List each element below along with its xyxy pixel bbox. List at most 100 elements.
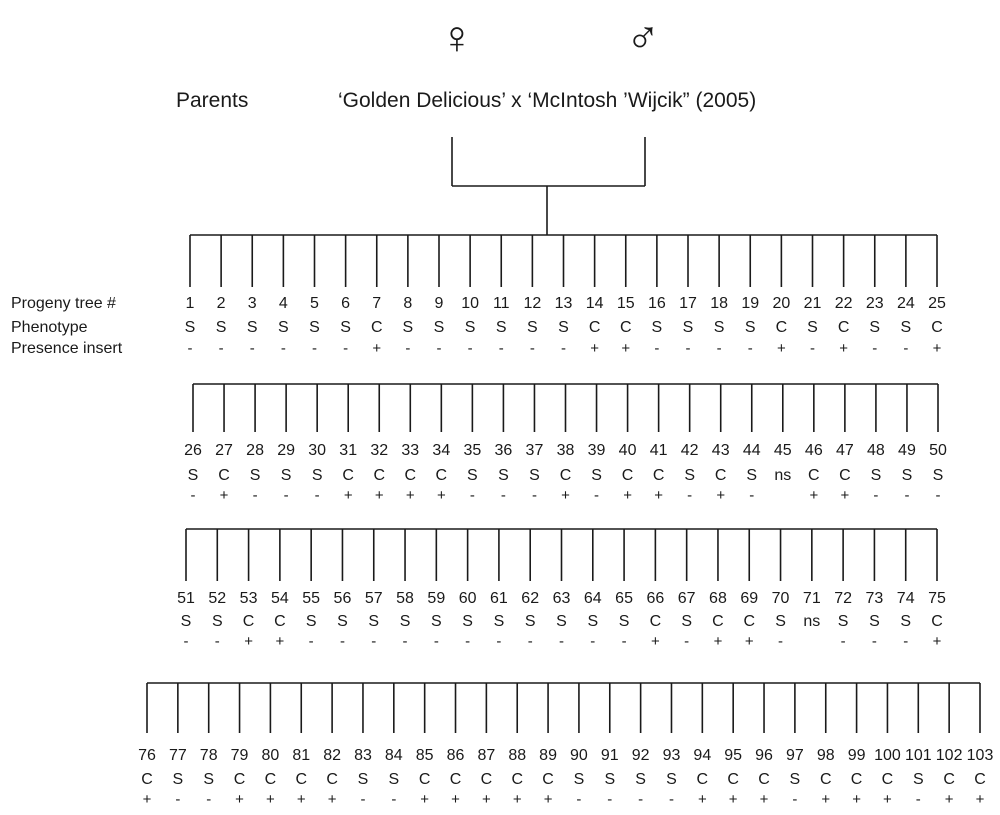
insert-presence-value: -: [470, 487, 475, 504]
insert-presence-value: +: [482, 791, 491, 808]
phenotype-value: C: [342, 467, 354, 484]
insert-presence-value: +: [729, 791, 738, 808]
progeny-tree-number: 31: [339, 442, 357, 459]
insert-presence-value: -: [936, 487, 941, 504]
progeny-tree-number: 50: [929, 442, 947, 459]
progeny-tree-number: 84: [385, 747, 403, 764]
progeny-tree-number: 24: [897, 295, 915, 312]
phenotype-value: S: [746, 467, 757, 484]
progeny-tree-number: 56: [334, 590, 352, 607]
insert-presence-value: -: [405, 340, 410, 357]
progeny-tree-number: 18: [710, 295, 728, 312]
phenotype-value: S: [462, 613, 473, 630]
progeny-tree-number: 71: [803, 590, 821, 607]
phenotype-value: C: [265, 771, 277, 788]
progeny-tree-number: 44: [743, 442, 761, 459]
insert-presence-value: -: [188, 340, 193, 357]
progeny-tree-number: 75: [928, 590, 946, 607]
insert-presence-value: -: [872, 340, 877, 357]
phenotype-value: S: [902, 467, 913, 484]
progeny-tree-number: 34: [432, 442, 450, 459]
progeny-tree-number: 89: [539, 747, 557, 764]
insert-presence-value: -: [312, 340, 317, 357]
phenotype-value: ns: [774, 467, 791, 484]
progeny-tree-number: 12: [523, 295, 541, 312]
insert-presence-value: -: [686, 340, 691, 357]
phenotype-value: C: [436, 467, 448, 484]
progeny-tree-number: 5: [310, 295, 319, 312]
progeny-tree-number: 28: [246, 442, 264, 459]
progeny-tree-number: 43: [712, 442, 730, 459]
insert-presence-value: -: [904, 487, 909, 504]
progeny-tree-number: 21: [804, 295, 822, 312]
phenotype-value: S: [498, 467, 509, 484]
progeny-tree-number: 63: [553, 590, 571, 607]
insert-presence-value: -: [607, 791, 612, 808]
phenotype-value: S: [900, 613, 911, 630]
progeny-tree-number: 76: [138, 747, 156, 764]
insert-presence-value: -: [434, 633, 439, 650]
progeny-tree-number: 49: [898, 442, 916, 459]
phenotype-value: S: [337, 613, 348, 630]
progeny-row: 1 S - 2 S - 3 S - 4 S - 5 S - 6 S - 7 C +8 S - 9 S - 10 S - 11 S - 12 S - 1…: [185, 234, 946, 357]
insert-presence-value: -: [501, 487, 506, 504]
phenotype-value: C: [776, 319, 788, 336]
insert-presence-value: +: [654, 487, 663, 504]
progeny-tree-number: 91: [601, 747, 619, 764]
insert-presence-value: +: [590, 340, 599, 357]
phenotype-value: S: [714, 319, 725, 336]
phenotype-value: S: [185, 319, 196, 336]
insert-presence-value: +: [745, 633, 754, 650]
insert-presence-value: -: [315, 487, 320, 504]
phenotype-value: C: [511, 771, 523, 788]
progeny-tree-number: 88: [508, 747, 526, 764]
insert-presence-value: -: [873, 487, 878, 504]
progeny-tree-number: 35: [463, 442, 481, 459]
phenotype-value: ns: [803, 613, 820, 630]
phenotype-value: S: [684, 467, 695, 484]
insert-presence-value: +: [420, 791, 429, 808]
phenotype-value: C: [851, 771, 863, 788]
phenotype-value: S: [574, 771, 585, 788]
phenotype-value: C: [295, 771, 307, 788]
progeny-tree-number: 23: [866, 295, 884, 312]
insert-presence-value: +: [698, 791, 707, 808]
progeny-tree-number: 86: [447, 747, 465, 764]
progeny-tree-number: 3: [248, 295, 257, 312]
phenotype-value: S: [681, 613, 692, 630]
insert-presence-value: -: [175, 791, 180, 808]
insert-presence-value: -: [184, 633, 189, 650]
insert-presence-value: +: [328, 791, 337, 808]
phenotype-value: C: [808, 467, 820, 484]
progeny-tree-number: 55: [302, 590, 320, 607]
insert-presence-value: +: [544, 791, 553, 808]
phenotype-value: C: [419, 771, 431, 788]
phenotype-value: C: [758, 771, 770, 788]
insert-presence-value: +: [275, 633, 284, 650]
phenotype-value: C: [141, 771, 153, 788]
progeny-tree-number: 19: [741, 295, 759, 312]
phenotype-value: C: [743, 613, 755, 630]
phenotype-value: C: [712, 613, 724, 630]
progeny-tree-number: 20: [772, 295, 790, 312]
progeny-tree-number: 32: [370, 442, 388, 459]
progeny-tree-number: 33: [401, 442, 419, 459]
insert-presence-value: -: [250, 340, 255, 357]
phenotype-value: C: [839, 467, 851, 484]
phenotype-value: S: [525, 613, 536, 630]
phenotype-value: S: [368, 613, 379, 630]
insert-presence-value: -: [638, 791, 643, 808]
insert-presence-value: +: [839, 340, 848, 357]
progeny-row: 51 S - 52 S - 53 C +54 C +55 S - 56 S - 57 S - 58 S - 59 S - 60 S -…: [177, 528, 946, 650]
phenotype-value: S: [403, 319, 414, 336]
progeny-tree-number: 1: [186, 295, 195, 312]
phenotype-value: C: [481, 771, 493, 788]
insert-presence-value: +: [235, 791, 244, 808]
insert-presence-value: -: [684, 633, 689, 650]
phenotype-value: C: [234, 771, 246, 788]
phenotype-value: S: [188, 467, 199, 484]
phenotype-value: S: [683, 319, 694, 336]
progeny-tree-number: 57: [365, 590, 383, 607]
parent-bracket: [451, 137, 646, 235]
